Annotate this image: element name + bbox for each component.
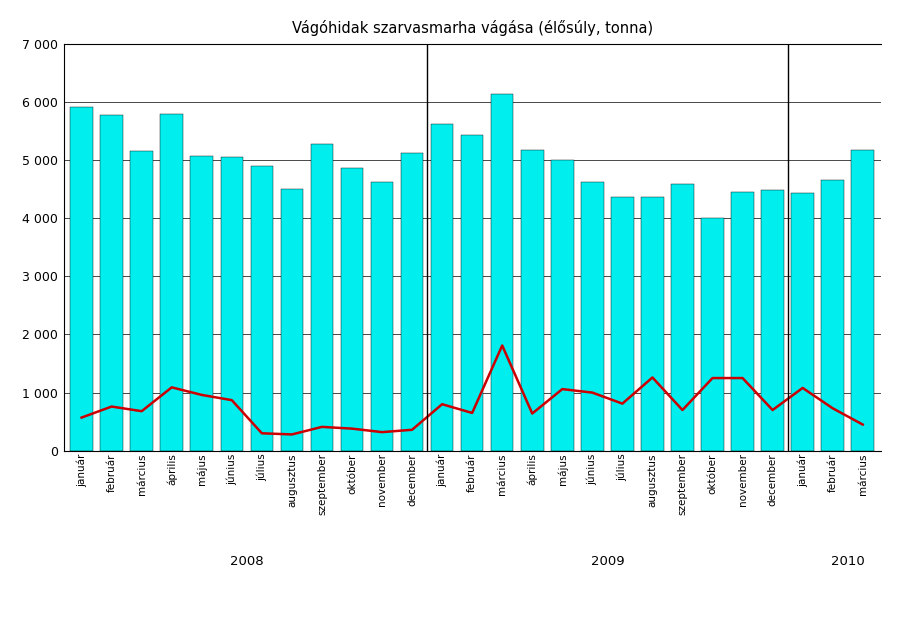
Bar — [731, 192, 754, 451]
Bar — [822, 180, 844, 451]
Text: 2010: 2010 — [831, 555, 864, 568]
Bar — [521, 150, 544, 451]
Bar — [581, 182, 604, 451]
Bar — [131, 151, 153, 451]
Bar — [792, 193, 814, 451]
Text: 2008: 2008 — [230, 555, 263, 568]
Bar — [251, 166, 273, 451]
Bar — [221, 156, 243, 451]
Bar — [101, 115, 123, 451]
Text: 2009: 2009 — [590, 555, 624, 568]
Title: Vágóhidak szarvasmarha vágása (élősúly, tonna): Vágóhidak szarvasmarha vágása (élősúly, … — [291, 19, 653, 36]
Bar — [551, 160, 574, 451]
Bar — [611, 197, 634, 451]
Bar — [281, 189, 303, 451]
Bar — [671, 185, 694, 451]
Bar — [701, 218, 724, 451]
Bar — [70, 106, 93, 451]
Bar — [761, 190, 784, 451]
Bar — [852, 150, 874, 451]
Bar — [491, 95, 513, 451]
Bar — [641, 197, 664, 451]
Bar — [400, 153, 423, 451]
Bar — [461, 135, 483, 451]
Bar — [191, 156, 213, 451]
Bar — [340, 168, 363, 451]
Bar — [370, 182, 393, 451]
Bar — [161, 113, 183, 451]
Bar — [311, 144, 333, 451]
Bar — [431, 124, 453, 451]
